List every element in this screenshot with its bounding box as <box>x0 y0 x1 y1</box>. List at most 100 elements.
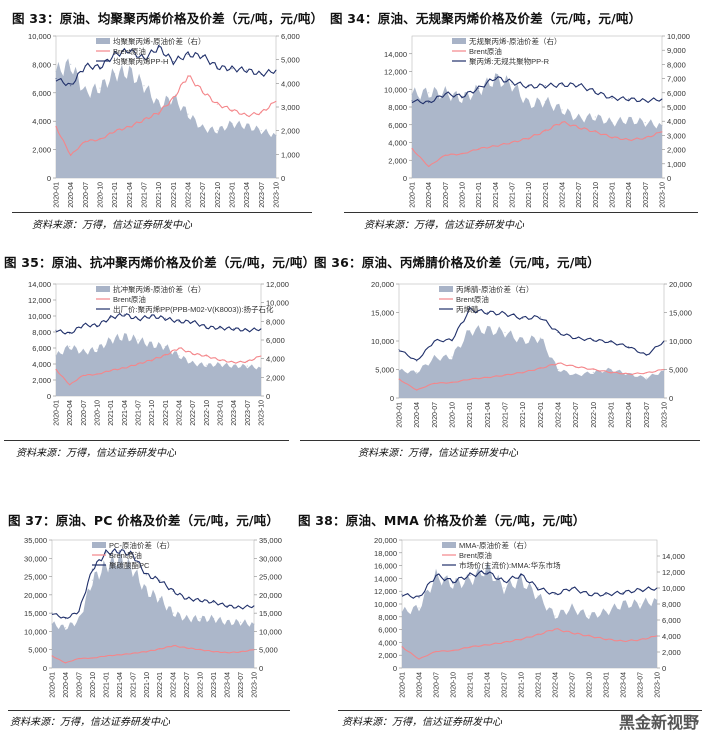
x-tick-label: 2021-07 <box>130 672 137 698</box>
x-tick-label: 2021-10 <box>149 400 156 426</box>
legend-swatch <box>442 542 456 548</box>
data-point <box>275 69 277 71</box>
y-right-tick-label: 0 <box>669 394 673 403</box>
y-left-tick-label: 10,000 <box>374 600 397 609</box>
x-tick-label: 2020-01 <box>410 182 417 208</box>
y-right-tick-label: 10,000 <box>266 299 289 308</box>
x-tick-label: 2022-07 <box>190 400 197 426</box>
y-right-tick-label: 10,000 <box>662 584 685 593</box>
y-left-tick-label: 14,000 <box>384 50 407 59</box>
data-point <box>411 148 413 150</box>
legend-label: 均聚聚丙烯PP-H <box>113 56 168 66</box>
data-point <box>216 66 218 68</box>
series-line <box>55 44 277 87</box>
data-point <box>143 119 145 121</box>
data-point <box>260 328 262 330</box>
legend-label: 均聚聚丙烯-原油价差（右） <box>113 36 206 46</box>
data-point <box>452 581 454 583</box>
x-tick-label: 2021-10 <box>519 672 526 698</box>
x-tick-label: 2021-04 <box>485 672 492 698</box>
data-point <box>639 603 641 605</box>
x-tick-label: 2021-10 <box>144 672 151 698</box>
divider <box>4 440 289 441</box>
x-tick-label: 2022-07 <box>184 672 191 698</box>
x-tick-label: 2023-10 <box>252 672 259 698</box>
y-right-tick-label: 1,000 <box>667 160 686 169</box>
y-right-tick-label: 8,000 <box>266 317 285 326</box>
data-point <box>82 351 84 353</box>
y-left-tick-label: 14,000 <box>28 280 51 289</box>
data-point <box>645 372 647 374</box>
data-point <box>137 363 139 365</box>
data-point <box>205 326 207 328</box>
y-left-tick-label: 4,000 <box>388 139 407 148</box>
data-point <box>461 153 463 155</box>
y-right-tick-label: 8,000 <box>667 60 686 69</box>
x-tick-label: 2022-01 <box>157 672 164 698</box>
series-line <box>55 75 277 157</box>
data-point <box>82 324 84 326</box>
y-left-tick-label: 2,000 <box>378 651 397 660</box>
x-tick-label: 2023-10 <box>662 402 669 428</box>
data-point <box>69 333 71 335</box>
data-point <box>143 85 145 87</box>
y-left-tick-label: 8,000 <box>378 613 397 622</box>
y-left-tick-label: 0 <box>47 174 51 183</box>
data-point <box>172 645 174 647</box>
data-point <box>504 374 506 376</box>
x-tick-label: 2022-04 <box>177 400 184 426</box>
data-point <box>592 371 594 373</box>
data-point <box>557 368 559 371</box>
y-left-tick-label: 0 <box>393 664 397 673</box>
data-point <box>219 363 221 365</box>
data-point <box>213 618 215 620</box>
y-left-tick-label: 0 <box>403 174 407 183</box>
x-tick-label: 2022-01 <box>536 672 543 698</box>
x-tick-label: 2022-07 <box>200 182 207 208</box>
data-point <box>246 361 248 363</box>
y-left-tick-label: 30,000 <box>24 554 47 563</box>
x-tick-label: 2021-10 <box>526 182 533 208</box>
legend-label: 市场价(主流价):MMA:华东市场 <box>459 560 561 570</box>
x-tick-label: 2022-01 <box>543 182 550 208</box>
series-line <box>411 120 663 168</box>
x-tick-label: 2020-10 <box>98 182 105 208</box>
data-point <box>398 370 400 372</box>
data-point <box>554 628 556 630</box>
data-point <box>246 69 248 71</box>
data-point <box>118 550 120 552</box>
chart-panel-37: 图 37：原油、PC 价格及价差（元/吨，元/吨） 0 5,000 10,000 15… <box>8 510 290 732</box>
x-tick-label: 2021-04 <box>485 402 492 428</box>
y-right-tick-label: 4,000 <box>281 79 300 88</box>
series-line <box>55 347 262 386</box>
y-right-tick-label: 25,000 <box>259 573 282 582</box>
data-point <box>231 68 233 70</box>
x-tick-label: 2020-10 <box>95 400 102 426</box>
data-point <box>503 587 505 589</box>
data-point <box>628 139 630 141</box>
data-point <box>260 355 262 357</box>
legend-swatch <box>439 286 453 292</box>
y-left-tick-label: 35,000 <box>24 536 47 545</box>
x-tick-label: 2022-04 <box>556 402 563 428</box>
x-tick-label: 2021-07 <box>502 672 509 698</box>
y-right-tick-label: 10,000 <box>259 627 282 636</box>
data-point <box>91 657 93 659</box>
data-point <box>132 568 134 570</box>
data-point <box>661 98 663 100</box>
series-area <box>412 73 662 178</box>
y-right-tick-label: 2,000 <box>662 648 681 657</box>
y-left-tick-label: 18,000 <box>374 549 397 558</box>
data-point <box>143 58 145 60</box>
legend-label: 无规聚丙烯-原油价差（右） <box>469 36 562 46</box>
data-point <box>123 367 125 369</box>
data-point <box>84 140 86 142</box>
chart-title: 图 37：原油、PC 价格及价差（元/吨，元/吨） <box>8 513 280 528</box>
y-right-tick-label: 4,000 <box>266 355 285 364</box>
data-point <box>186 647 188 649</box>
y-left-tick-label: 25,000 <box>24 573 47 582</box>
data-point <box>118 654 120 656</box>
data-point <box>246 329 248 331</box>
x-tick-label: 2020-07 <box>443 182 450 208</box>
data-point <box>172 97 174 100</box>
